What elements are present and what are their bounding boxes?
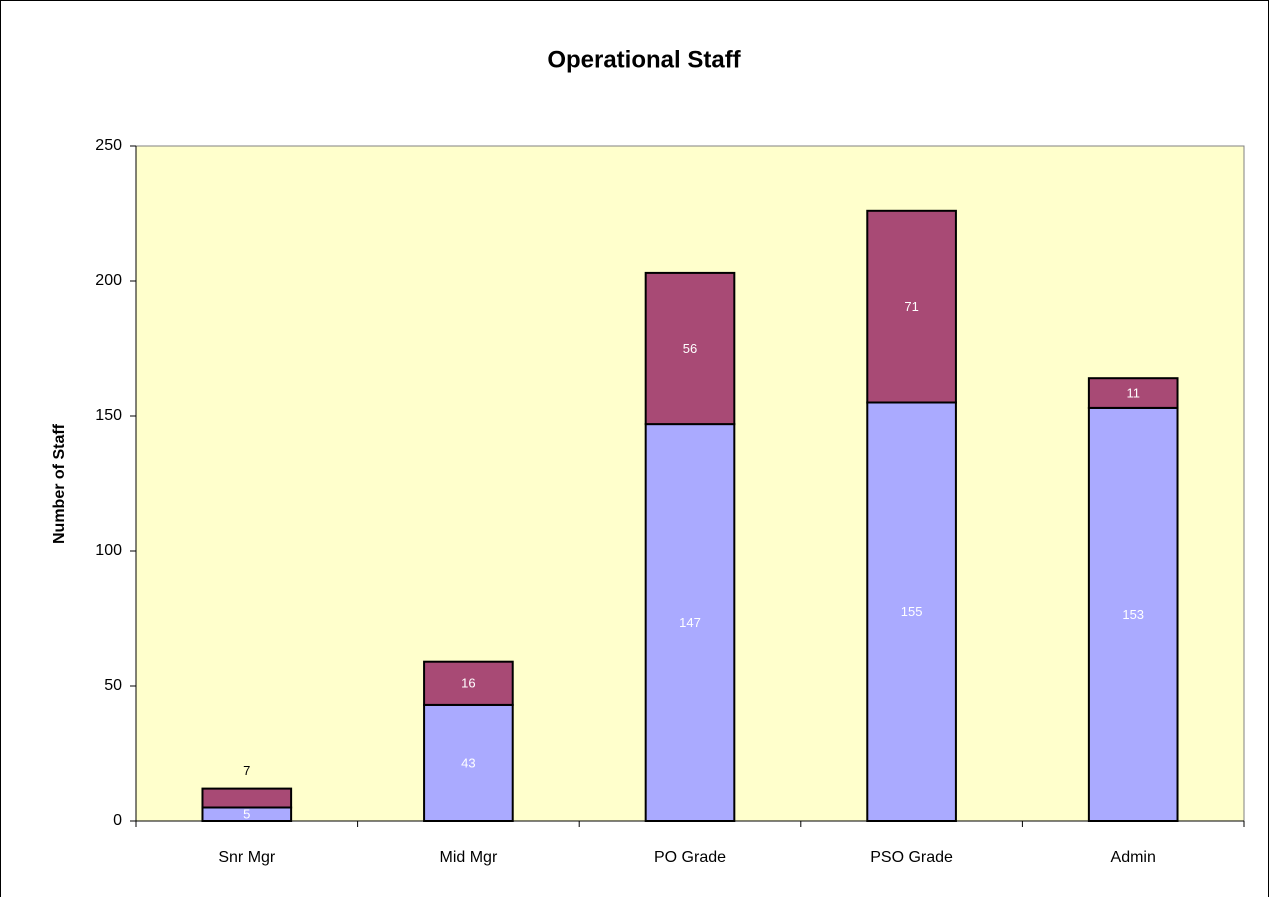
y-tick-label: 150	[95, 407, 122, 424]
bar-segment	[866, 209, 957, 404]
x-tick-label: Mid Mgr	[440, 849, 498, 866]
y-tick-label: 0	[113, 812, 122, 829]
y-tick-label: 200	[95, 272, 122, 289]
data-label: 56	[683, 341, 697, 356]
data-label: 43	[461, 755, 475, 770]
chart-title: Operational Staff	[547, 46, 741, 73]
x-tick-label: Snr Mgr	[218, 849, 276, 866]
x-tick-label: PO Grade	[654, 849, 726, 866]
data-label: 153	[1122, 607, 1144, 622]
bar-segment	[1087, 406, 1179, 822]
bar-segment	[423, 703, 514, 823]
bar-segment	[866, 401, 957, 822]
y-tick-label: 100	[95, 542, 122, 559]
y-tick-label: 250	[95, 137, 122, 154]
bar-segment	[1087, 377, 1179, 409]
bar-segment	[201, 787, 293, 809]
y-axis-label: Number of Staff	[51, 423, 68, 544]
data-label: 11	[1126, 385, 1140, 400]
bar-segment	[423, 660, 514, 706]
bar-segment	[644, 271, 736, 426]
data-label: 5	[243, 807, 250, 822]
data-label: 155	[901, 604, 923, 619]
y-tick-label: 50	[104, 677, 122, 694]
data-label: 16	[461, 676, 475, 691]
x-tick-label: PSO Grade	[870, 849, 953, 866]
data-label: 147	[679, 615, 701, 630]
data-label: 71	[904, 299, 918, 314]
x-tick-label: Admin	[1111, 849, 1156, 866]
data-label: 7	[243, 763, 250, 778]
